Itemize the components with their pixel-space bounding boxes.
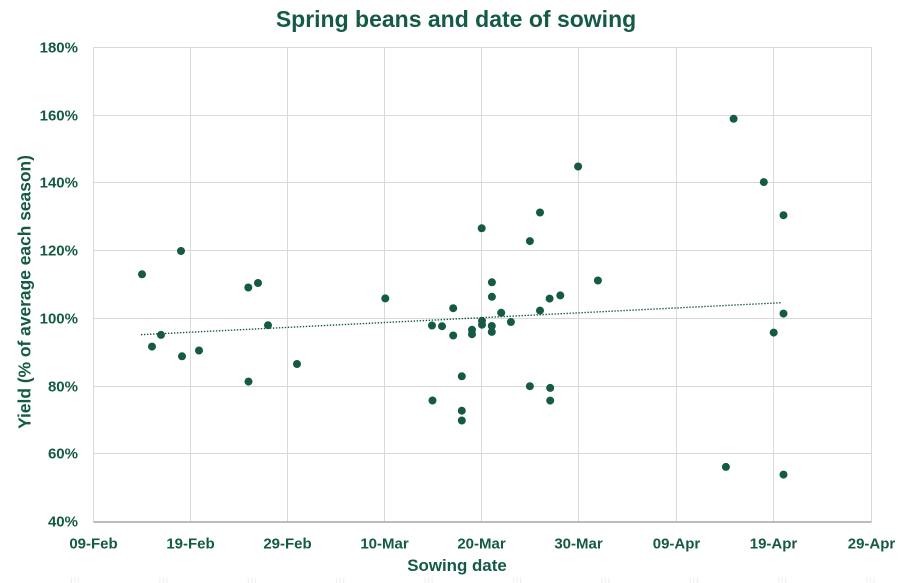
svg-text:29-Apr: 29-Apr [848, 536, 896, 553]
svg-text:09-Apr: 09-Apr [653, 536, 701, 553]
svg-text:80%: 80% [48, 378, 78, 395]
svg-text:30-Mar: 30-Mar [554, 536, 603, 553]
svg-text:140%: 140% [40, 174, 78, 191]
svg-text:29-Feb: 29-Feb [263, 536, 311, 553]
svg-text:19-Feb: 19-Feb [166, 536, 214, 553]
svg-text:19-Apr: 19-Apr [750, 536, 798, 553]
svg-text:Spring beans and date of sowin: Spring beans and date of sowing [276, 6, 636, 32]
svg-text:10-Mar: 10-Mar [360, 536, 409, 553]
svg-text:20-Mar: 20-Mar [457, 536, 506, 553]
svg-text:09-Feb: 09-Feb [69, 536, 117, 553]
svg-text:120%: 120% [40, 242, 78, 259]
svg-text:40%: 40% [48, 513, 78, 530]
svg-text:160%: 160% [40, 107, 78, 124]
svg-text:Yield (% of average each seaso: Yield (% of average each season) [15, 155, 35, 429]
svg-text:60%: 60% [48, 445, 78, 462]
svg-text:Sowing date: Sowing date [407, 556, 506, 575]
svg-text:100%: 100% [40, 310, 78, 327]
svg-text:180%: 180% [40, 39, 78, 56]
